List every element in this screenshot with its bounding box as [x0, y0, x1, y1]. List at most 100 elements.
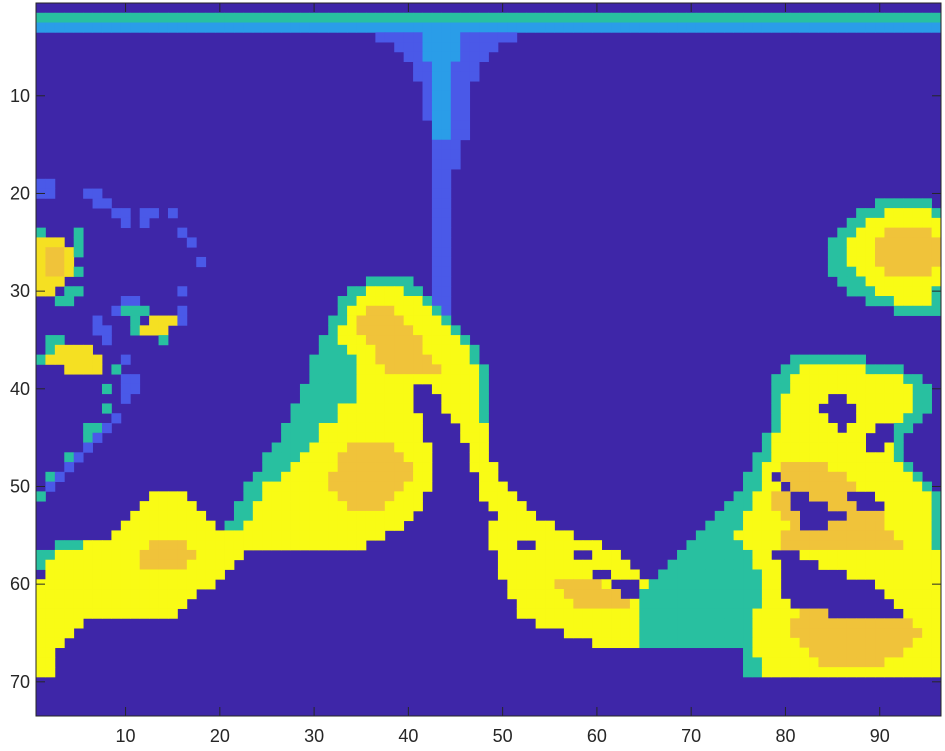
heatmap-cell: [799, 403, 810, 414]
heatmap-cell: [818, 471, 829, 482]
heatmap-cell: [884, 22, 895, 33]
heatmap-cell: [54, 618, 65, 629]
heatmap-cell: [752, 647, 763, 658]
heatmap-cell: [83, 344, 93, 356]
heatmap-cell: [893, 442, 904, 453]
heatmap-cell: [54, 628, 65, 639]
heatmap-cell: [893, 22, 904, 33]
heatmap-cell: [686, 559, 697, 570]
heatmap-cell: [865, 22, 876, 33]
heatmap-cell: [375, 471, 386, 482]
heatmap-cell: [177, 559, 188, 570]
heatmap-cell: [526, 530, 537, 541]
heatmap-cell: [526, 549, 537, 561]
heatmap-cell: [394, 510, 405, 522]
heatmap-cell: [224, 540, 235, 551]
heatmap-cell: [526, 589, 537, 600]
heatmap-cell: [54, 256, 65, 268]
heatmap-cell: [101, 540, 112, 551]
heatmap-cell: [422, 51, 433, 63]
heatmap-cell: [233, 12, 244, 23]
heatmap-cell: [394, 383, 405, 395]
heatmap-cell: [167, 491, 178, 502]
heatmap-cell: [347, 286, 357, 297]
heatmap-cell: [903, 208, 914, 219]
heatmap-cell: [394, 354, 405, 365]
heatmap-cell: [903, 608, 914, 619]
heatmap-cell: [394, 344, 405, 356]
heatmap-cell: [752, 608, 763, 619]
heatmap-cell: [799, 383, 810, 395]
heatmap-cell: [686, 598, 697, 609]
heatmap-cell: [799, 12, 810, 23]
heatmap-cell: [809, 413, 819, 424]
heatmap-cell: [545, 618, 555, 629]
heatmap-cell: [318, 501, 329, 512]
heatmap-cell: [290, 22, 301, 33]
heatmap-cell: [186, 559, 197, 570]
heatmap-cell: [582, 22, 593, 33]
heatmap-cell: [573, 608, 584, 619]
heatmap-cell: [611, 618, 621, 629]
heatmap-cell: [356, 403, 367, 414]
heatmap-cell: [233, 501, 244, 512]
heatmap-cell: [177, 305, 188, 316]
heatmap-cell: [799, 657, 810, 668]
heatmap-cell: [54, 354, 65, 365]
heatmap-cell: [884, 520, 895, 531]
heatmap-cell: [893, 403, 904, 414]
heatmap-cell: [158, 12, 169, 23]
heatmap-cell: [884, 12, 895, 23]
heatmap-cell: [130, 510, 141, 522]
heatmap-cell: [441, 315, 452, 326]
heatmap-cell: [73, 608, 84, 619]
heatmap-cell: [856, 530, 866, 541]
heatmap-cell: [469, 442, 480, 453]
heatmap-cell: [413, 325, 423, 336]
heatmap-cell: [771, 540, 782, 551]
heatmap-cell: [337, 335, 348, 346]
heatmap-cell: [130, 305, 141, 316]
heatmap-cell: [403, 354, 414, 365]
heatmap-cell: [893, 598, 904, 609]
heatmap-cell: [752, 618, 763, 629]
heatmap-cell: [893, 647, 904, 658]
heatmap-cell: [893, 452, 904, 463]
heatmap-cell: [356, 12, 367, 23]
heatmap-cell: [422, 335, 433, 346]
heatmap-cell: [667, 598, 678, 609]
heatmap-cell: [431, 71, 442, 82]
heatmap-cell: [45, 589, 56, 600]
heatmap-cell: [893, 432, 904, 443]
heatmap-cell: [827, 22, 838, 33]
heatmap-cell: [809, 481, 819, 492]
heatmap-cell: [205, 569, 216, 580]
heatmap-cell: [215, 12, 225, 23]
heatmap-cell: [365, 374, 376, 385]
heatmap-cell: [54, 12, 65, 23]
heatmap-cell: [761, 608, 772, 619]
heatmap-cell: [36, 227, 46, 238]
heatmap-cell: [714, 22, 725, 33]
heatmap-cell: [761, 559, 772, 570]
heatmap-cell: [375, 364, 386, 375]
x-tick-label: 80: [775, 726, 795, 746]
heatmap-cell: [761, 530, 772, 541]
heatmap-cell: [695, 530, 706, 541]
heatmap-cell: [884, 256, 895, 268]
heatmap-cell: [299, 393, 310, 404]
heatmap-cell: [912, 667, 923, 678]
heatmap-cell: [441, 71, 452, 82]
heatmap-cell: [714, 579, 725, 590]
heatmap-cell: [149, 22, 159, 33]
heatmap-cell: [318, 364, 329, 375]
heatmap-cell: [36, 22, 46, 33]
heatmap-cell: [667, 628, 678, 639]
heatmap-cell: [375, 530, 386, 541]
heatmap-cell: [469, 354, 480, 365]
heatmap-cell: [592, 608, 603, 619]
heatmap-cell: [337, 530, 348, 541]
heatmap-cell: [497, 501, 508, 512]
heatmap-cell: [347, 364, 357, 375]
heatmap-cell: [337, 452, 348, 463]
